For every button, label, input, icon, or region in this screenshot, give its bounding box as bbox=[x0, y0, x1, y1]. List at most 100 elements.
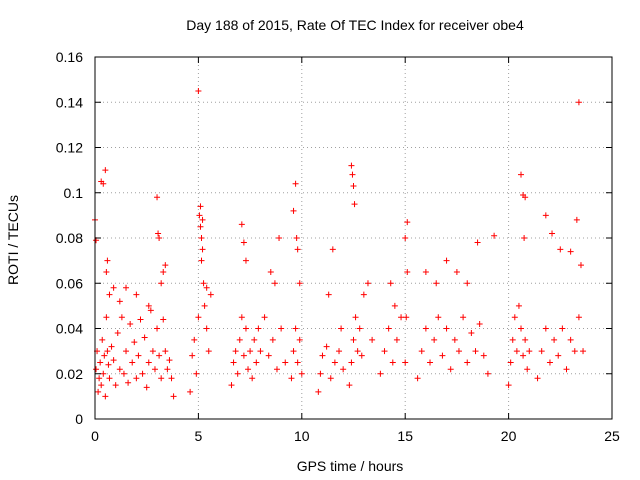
data-point bbox=[149, 348, 156, 355]
data-point bbox=[207, 291, 214, 298]
data-point bbox=[290, 348, 297, 355]
data-point bbox=[398, 314, 405, 321]
data-point bbox=[127, 320, 134, 327]
data-point bbox=[518, 171, 525, 178]
data-point bbox=[114, 330, 121, 337]
data-point bbox=[293, 235, 300, 241]
data-point bbox=[133, 375, 140, 382]
data-point bbox=[154, 194, 161, 201]
data-point bbox=[414, 375, 421, 382]
data-point bbox=[168, 375, 175, 382]
data-point bbox=[509, 336, 516, 343]
data-point bbox=[197, 203, 204, 210]
data-point bbox=[129, 359, 136, 366]
data-point bbox=[123, 284, 130, 291]
data-point bbox=[364, 280, 371, 287]
data-point bbox=[329, 246, 336, 253]
data-point bbox=[402, 359, 409, 366]
data-point bbox=[145, 302, 152, 309]
data-point bbox=[336, 348, 343, 355]
data-point bbox=[288, 375, 295, 382]
data-point bbox=[391, 302, 398, 309]
data-point bbox=[143, 384, 150, 391]
y-tick-label: 0.02 bbox=[56, 366, 83, 382]
data-point bbox=[567, 336, 574, 343]
data-point bbox=[511, 314, 518, 321]
chart-title: Day 188 of 2015, Rate Of TEC Index for r… bbox=[186, 17, 524, 33]
x-tick-label: 20 bbox=[501, 428, 517, 444]
data-point bbox=[325, 291, 332, 298]
data-point bbox=[422, 268, 429, 275]
data-point bbox=[557, 246, 564, 253]
data-point bbox=[110, 284, 117, 291]
data-point bbox=[102, 393, 109, 400]
data-point bbox=[290, 207, 297, 214]
y-tick-label: 0.14 bbox=[56, 94, 83, 110]
data-point bbox=[453, 268, 460, 275]
data-point bbox=[292, 325, 299, 332]
data-point bbox=[435, 314, 442, 321]
data-point bbox=[151, 366, 158, 373]
data-point bbox=[491, 232, 498, 239]
data-point bbox=[526, 348, 533, 355]
data-point bbox=[505, 382, 512, 389]
data-point bbox=[447, 366, 454, 373]
data-point bbox=[158, 280, 165, 287]
data-point bbox=[555, 352, 562, 359]
y-tick-label: 0.12 bbox=[56, 140, 83, 156]
data-point bbox=[513, 348, 520, 355]
data-point bbox=[156, 352, 163, 359]
data-point bbox=[443, 257, 450, 264]
y-tick-label: 0.04 bbox=[56, 321, 83, 337]
data-point bbox=[203, 284, 210, 291]
data-point bbox=[278, 325, 285, 332]
grid-lines bbox=[95, 57, 612, 419]
data-point bbox=[431, 336, 438, 343]
data-point bbox=[236, 336, 243, 343]
data-point bbox=[338, 325, 345, 332]
data-point bbox=[356, 325, 363, 332]
data-point bbox=[433, 280, 440, 287]
data-point bbox=[141, 334, 148, 341]
data-point bbox=[147, 307, 154, 314]
data-point bbox=[156, 235, 163, 241]
data-point bbox=[189, 352, 196, 359]
data-point bbox=[120, 370, 127, 377]
data-point bbox=[534, 375, 541, 382]
data-point bbox=[422, 325, 429, 332]
x-tick-label: 25 bbox=[604, 428, 620, 444]
data-point bbox=[520, 352, 527, 359]
data-point bbox=[358, 352, 365, 359]
data-point bbox=[195, 314, 202, 321]
data-point bbox=[455, 348, 462, 355]
data-point bbox=[102, 167, 109, 174]
data-point bbox=[577, 262, 584, 269]
data-point bbox=[542, 325, 549, 332]
data-point bbox=[242, 257, 249, 264]
data-point bbox=[387, 280, 394, 287]
data-point bbox=[234, 370, 241, 377]
data-point bbox=[103, 268, 110, 275]
data-point bbox=[404, 268, 411, 275]
data-points bbox=[92, 87, 587, 400]
y-tick-label: 0 bbox=[75, 411, 83, 427]
data-point bbox=[327, 375, 334, 382]
data-point bbox=[242, 325, 249, 332]
x-tick-label: 0 bbox=[91, 428, 99, 444]
data-point bbox=[549, 230, 556, 237]
data-point bbox=[515, 302, 522, 309]
data-point bbox=[240, 239, 247, 246]
data-point bbox=[232, 348, 239, 355]
data-point bbox=[230, 359, 237, 366]
data-point bbox=[351, 201, 358, 208]
data-point bbox=[139, 370, 146, 377]
data-point bbox=[101, 352, 108, 359]
data-point bbox=[340, 366, 347, 373]
data-point bbox=[522, 194, 529, 201]
data-point bbox=[468, 330, 475, 337]
data-point bbox=[271, 280, 278, 287]
data-point bbox=[123, 348, 130, 355]
data-point bbox=[276, 235, 283, 241]
data-point bbox=[253, 359, 260, 366]
